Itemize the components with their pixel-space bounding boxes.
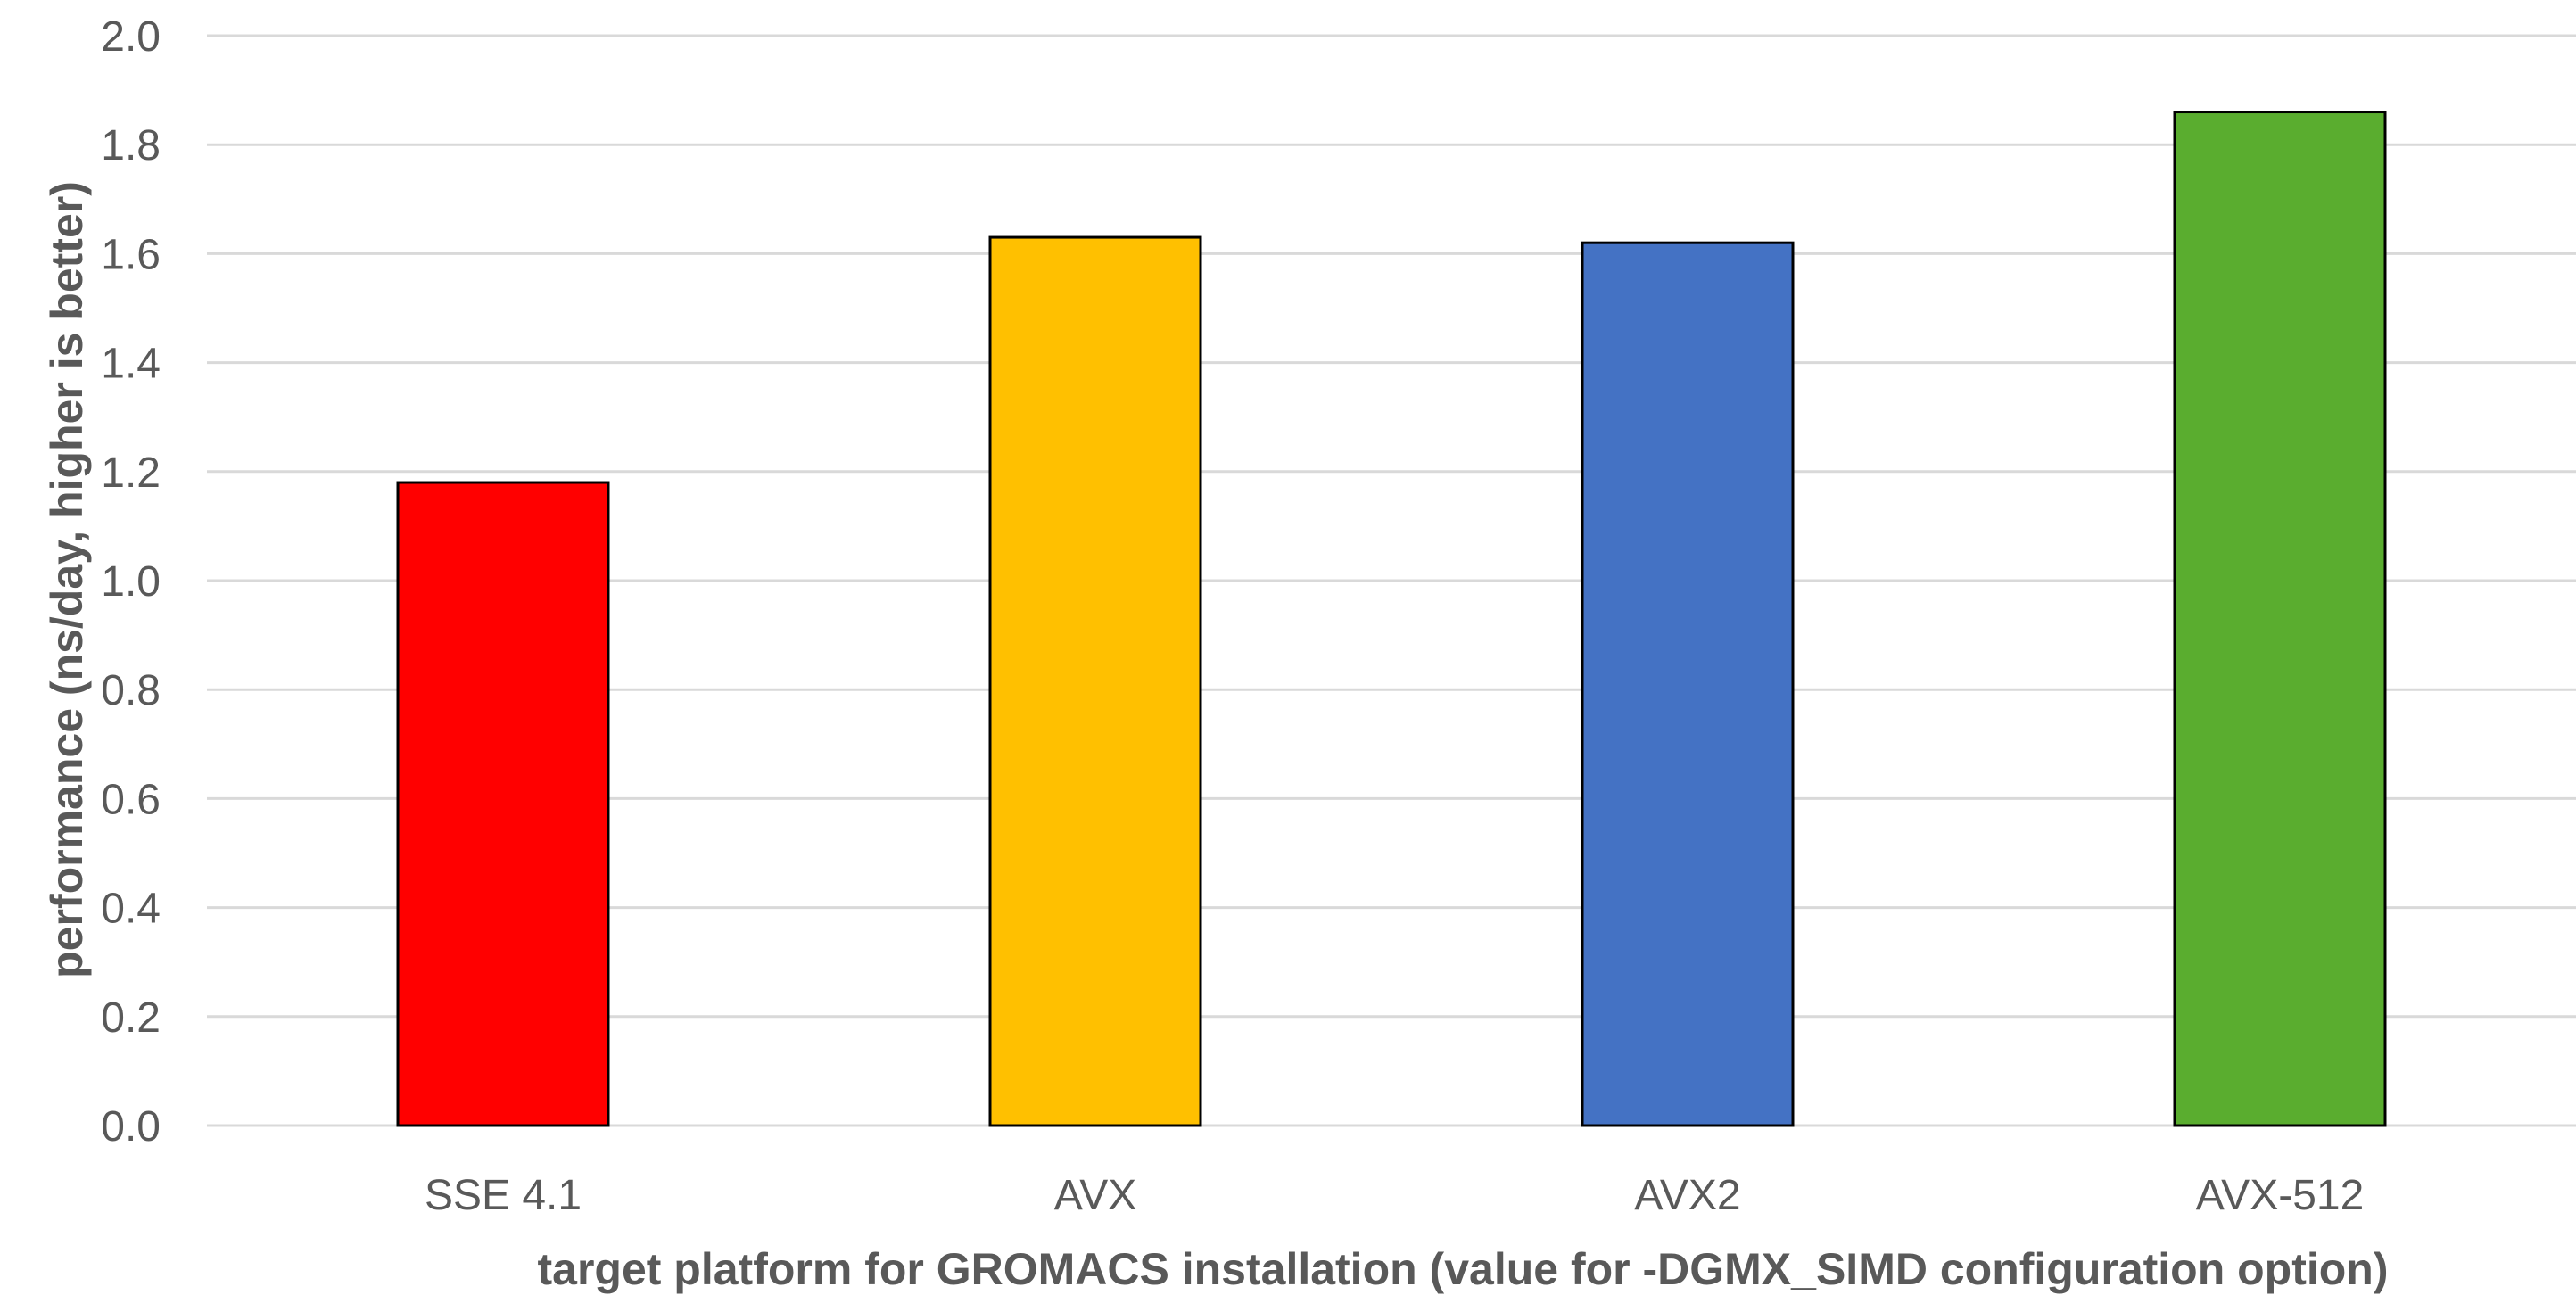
y-axis-tick-labels: 0.0 0.2 0.4 0.6 0.8 1.0 1.2 1.4 1.6 1.8 2.0	[101, 13, 161, 1151]
y-tick-label: 0.8	[101, 667, 161, 714]
y-tick-label: 0.0	[101, 1103, 161, 1151]
bar-avx	[988, 235, 1202, 1127]
y-tick-label: 0.6	[101, 776, 161, 823]
x-tick-label: SSE 4.1	[425, 1172, 582, 1219]
bar-sse-4-1	[396, 481, 610, 1127]
x-axis-title: target platform for GROMACS installation…	[538, 1244, 2389, 1294]
y-tick-label: 0.2	[101, 994, 161, 1042]
bars	[396, 111, 2387, 1127]
y-tick-label: 1.0	[101, 558, 161, 606]
y-tick-label: 1.4	[101, 341, 161, 388]
y-axis-title: performance (ns/day, higher is better)	[42, 181, 92, 978]
x-tick-label: AVX	[1054, 1172, 1136, 1219]
x-tick-label: AVX2	[1634, 1172, 1740, 1219]
bar-avx2	[1581, 241, 1795, 1127]
y-tick-label: 1.6	[101, 231, 161, 278]
y-tick-label: 2.0	[101, 13, 161, 61]
x-axis-tick-labels: SSE 4.1 AVX AVX2 AVX-512	[425, 1172, 2364, 1219]
x-tick-label: AVX-512	[2196, 1172, 2365, 1219]
y-tick-label: 1.8	[101, 122, 161, 169]
y-tick-label: 1.2	[101, 450, 161, 497]
y-tick-label: 0.4	[101, 886, 161, 933]
bar-avx-512	[2173, 111, 2387, 1127]
